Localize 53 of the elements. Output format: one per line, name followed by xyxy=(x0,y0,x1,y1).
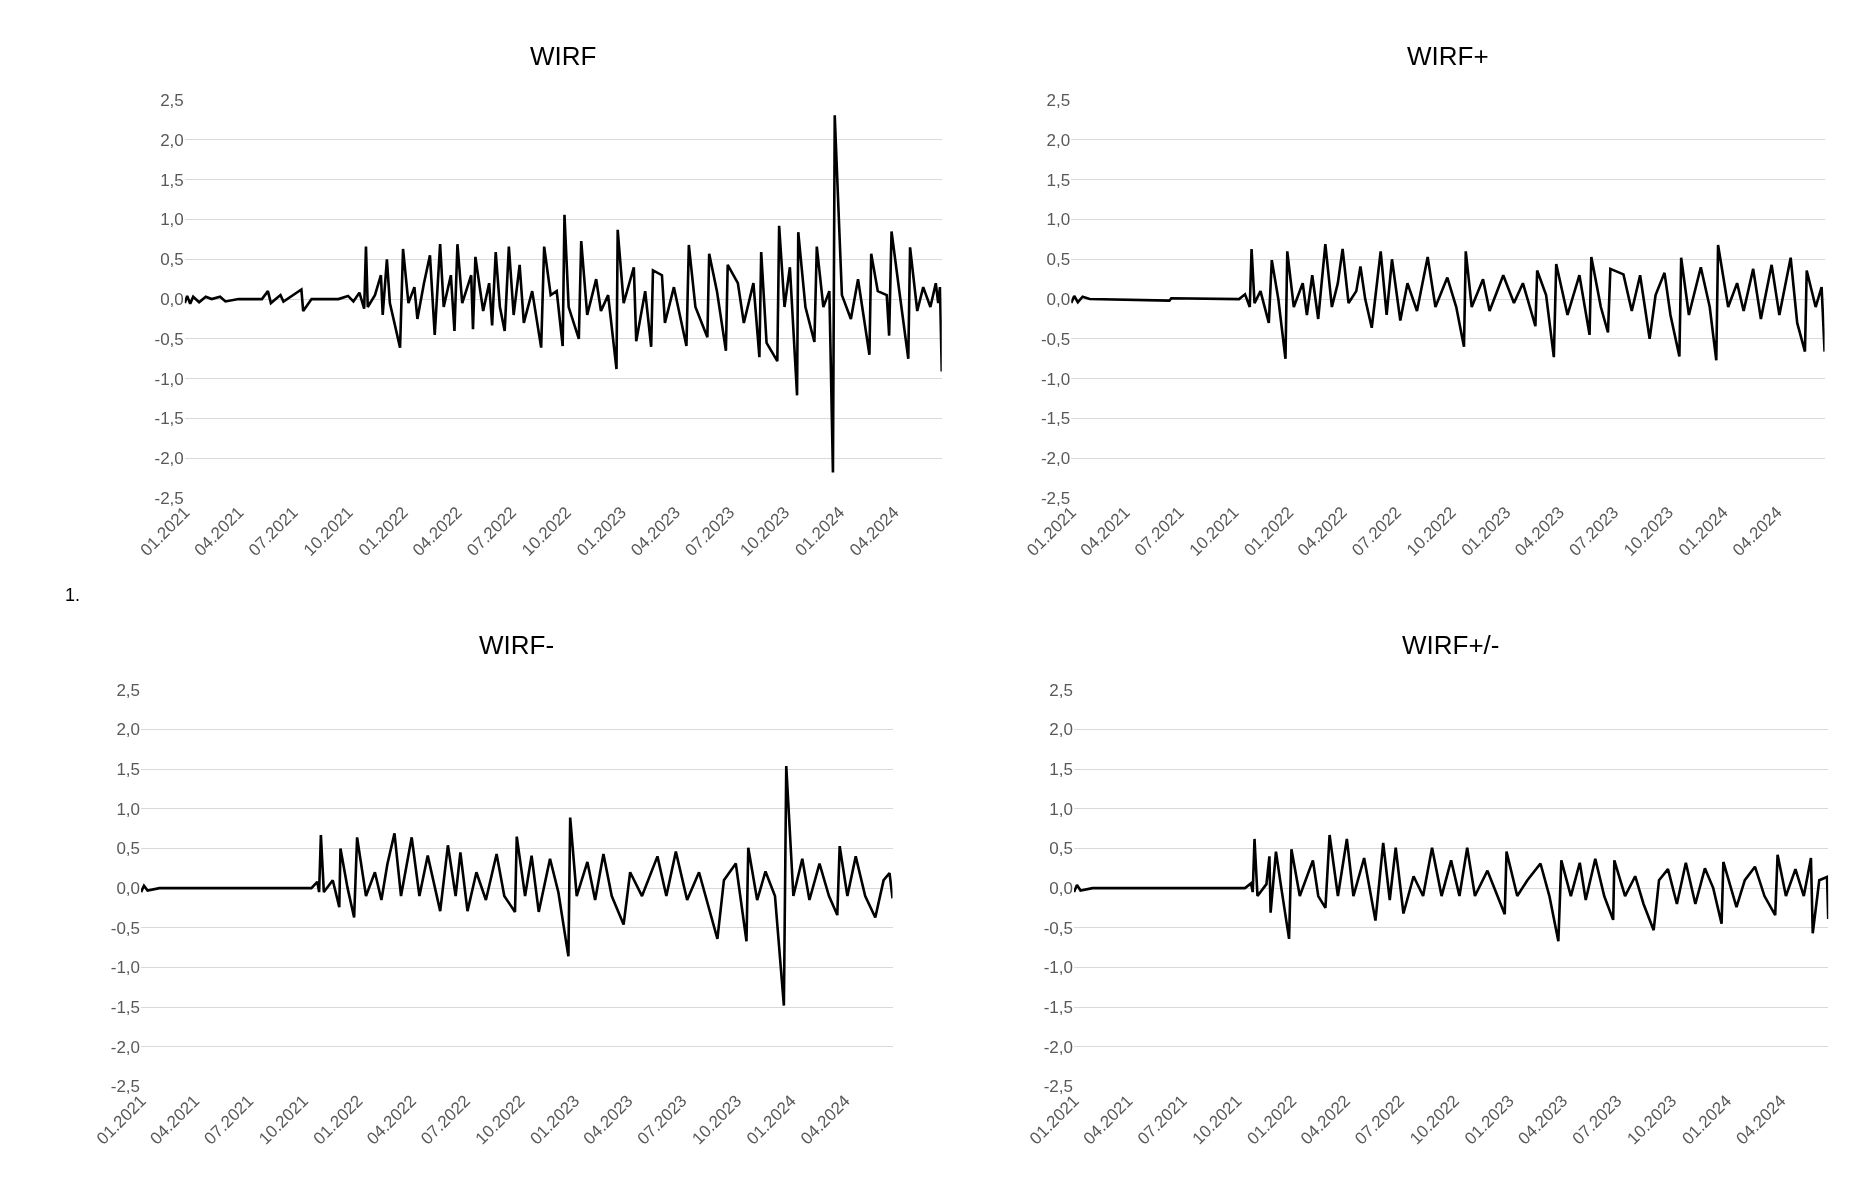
chart-title: WIRF+ xyxy=(1407,41,1489,71)
y-tick-label: -1,5 xyxy=(154,409,184,429)
y-tick-label: -2,5 xyxy=(1043,1077,1073,1097)
text: 1. xyxy=(65,585,81,605)
y-tick-label: -2,0 xyxy=(1043,1037,1073,1057)
chart-title: WIRF xyxy=(530,41,597,71)
line-series xyxy=(184,113,942,474)
line-series xyxy=(1074,833,1829,943)
y-tick-label: 1,5 xyxy=(160,170,184,190)
y-tick-label: -0,5 xyxy=(1040,329,1071,349)
y-tick-label: -0,5 xyxy=(154,329,184,349)
y-tick-label: 1,0 xyxy=(1049,799,1073,819)
y-tick-label: -0,5 xyxy=(1043,918,1073,938)
y-tick-label: -2,0 xyxy=(1040,449,1071,469)
y-tick-label: -1,5 xyxy=(1043,998,1073,1018)
y-tick-label: -1,0 xyxy=(1040,369,1071,389)
y-tick-label: 1,0 xyxy=(116,799,141,819)
y-tick-label: 2,5 xyxy=(1046,91,1071,111)
y-tick-label: 0,5 xyxy=(160,250,184,270)
y-tick-label: -2,0 xyxy=(110,1037,141,1057)
y-tick-label: -1,0 xyxy=(1043,958,1073,978)
y-tick-label: -2,5 xyxy=(154,488,184,508)
y-tick-label: 1,5 xyxy=(1049,760,1073,780)
chart-title: WIRF+/- xyxy=(1402,630,1500,660)
y-tick-label: 2,0 xyxy=(160,130,184,150)
y-tick-label: -1,0 xyxy=(154,369,184,389)
line-series xyxy=(1071,242,1825,362)
y-tick-label: 0,0 xyxy=(116,879,141,899)
y-tick-label: 1,0 xyxy=(160,210,184,230)
y-tick-label: 1,5 xyxy=(116,760,141,780)
y-tick-label: 2,5 xyxy=(1049,680,1073,700)
y-tick-label: -0,5 xyxy=(110,918,141,938)
y-tick-label: 0,0 xyxy=(1049,879,1073,899)
y-tick-label: 2,5 xyxy=(116,680,141,700)
y-tick-label: 0,5 xyxy=(1049,839,1073,859)
y-tick-label: 2,0 xyxy=(1049,720,1073,740)
y-tick-label: -1,0 xyxy=(110,958,141,978)
y-tick-label: 0,5 xyxy=(116,839,141,859)
y-tick-label: 1,5 xyxy=(1046,170,1071,190)
y-tick-label: 0,0 xyxy=(1046,290,1071,310)
y-tick-label: -2,5 xyxy=(1040,488,1071,508)
y-tick-label: 2,0 xyxy=(116,720,141,740)
y-tick-label: 0,5 xyxy=(1046,250,1071,270)
y-tick-label: 1,0 xyxy=(1046,210,1071,230)
chart-title: WIRF- xyxy=(479,630,555,660)
y-tick-label: -2,0 xyxy=(154,449,184,469)
line-series xyxy=(141,764,893,1007)
y-tick-label: 2,5 xyxy=(160,91,184,111)
y-tick-label: -1,5 xyxy=(1040,409,1071,429)
y-tick-label: 2,0 xyxy=(1046,130,1071,150)
y-tick-label: 0,0 xyxy=(160,290,184,310)
y-tick-label: -2,5 xyxy=(110,1077,141,1097)
y-tick-label: -1,5 xyxy=(110,998,141,1018)
